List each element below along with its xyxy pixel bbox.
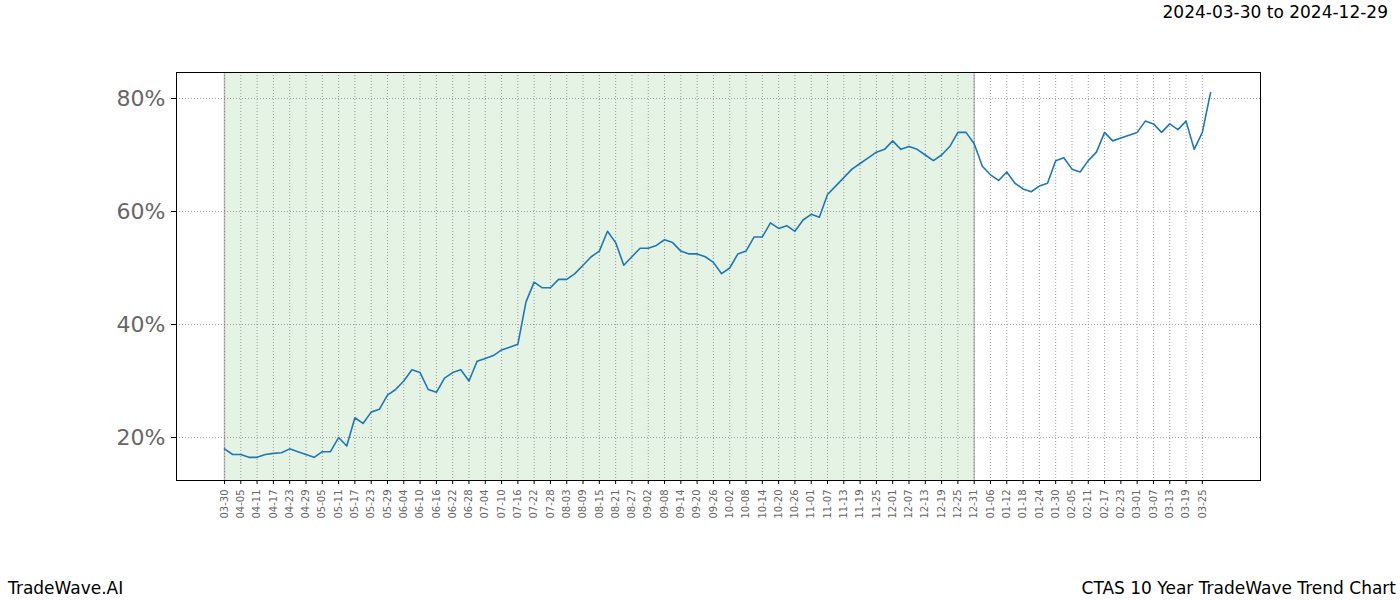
svg-text:09-02: 09-02: [642, 490, 653, 519]
svg-text:09-20: 09-20: [691, 490, 702, 519]
svg-text:09-14: 09-14: [675, 490, 686, 519]
svg-text:01-06: 01-06: [985, 490, 996, 519]
svg-text:11-13: 11-13: [838, 490, 849, 519]
svg-text:12-31: 12-31: [968, 490, 979, 519]
svg-text:10-20: 10-20: [773, 490, 784, 519]
svg-text:11-07: 11-07: [822, 490, 833, 519]
svg-text:03-07: 03-07: [1148, 490, 1159, 519]
svg-text:12-19: 12-19: [936, 490, 947, 519]
svg-text:02-05: 02-05: [1066, 490, 1077, 519]
svg-text:03-13: 03-13: [1164, 490, 1175, 519]
svg-text:06-28: 06-28: [463, 490, 474, 519]
svg-text:02-17: 02-17: [1099, 490, 1110, 519]
svg-text:01-30: 01-30: [1050, 490, 1061, 519]
svg-text:01-24: 01-24: [1034, 490, 1045, 519]
svg-text:03-19: 03-19: [1180, 490, 1191, 519]
svg-text:60%: 60%: [117, 199, 166, 224]
svg-text:05-23: 05-23: [365, 490, 376, 519]
svg-text:12-25: 12-25: [952, 490, 963, 519]
svg-text:10-08: 10-08: [740, 490, 751, 519]
svg-text:06-16: 06-16: [431, 490, 442, 519]
svg-text:11-01: 11-01: [805, 490, 816, 519]
svg-text:08-27: 08-27: [626, 490, 637, 519]
svg-text:09-26: 09-26: [708, 490, 719, 519]
svg-text:05-11: 05-11: [333, 490, 344, 519]
svg-text:02-11: 02-11: [1082, 490, 1093, 519]
svg-text:06-10: 06-10: [414, 490, 425, 519]
svg-text:03-30: 03-30: [219, 490, 230, 519]
svg-text:07-10: 07-10: [496, 490, 507, 519]
svg-text:07-28: 07-28: [545, 490, 556, 519]
svg-text:05-05: 05-05: [316, 490, 327, 519]
svg-text:10-26: 10-26: [789, 490, 800, 519]
svg-text:03-01: 03-01: [1131, 490, 1142, 519]
svg-text:04-11: 04-11: [251, 490, 262, 519]
svg-text:08-15: 08-15: [594, 490, 605, 519]
svg-text:08-09: 08-09: [577, 490, 588, 519]
svg-text:04-23: 04-23: [284, 490, 295, 519]
svg-text:12-01: 12-01: [887, 490, 898, 519]
html-text:TradeWave.AI: TradeWave.AI: [8, 578, 124, 598]
svg-text:80%: 80%: [117, 86, 166, 111]
svg-text:04-29: 04-29: [300, 490, 311, 519]
svg-text:12-13: 12-13: [919, 490, 930, 519]
svg-text:05-29: 05-29: [382, 490, 393, 519]
svg-text:07-22: 07-22: [528, 490, 539, 519]
svg-text:01-18: 01-18: [1017, 490, 1028, 519]
svg-text:08-21: 08-21: [610, 490, 621, 519]
svg-text:11-25: 11-25: [871, 490, 882, 519]
svg-text:12-07: 12-07: [903, 490, 914, 519]
svg-text:11-19: 11-19: [854, 490, 865, 519]
svg-text:10-02: 10-02: [724, 490, 735, 519]
svg-text:08-03: 08-03: [561, 490, 572, 519]
svg-text:04-17: 04-17: [268, 490, 279, 519]
svg-text:10-14: 10-14: [757, 490, 768, 519]
svg-text:40%: 40%: [117, 312, 166, 337]
svg-text:02-23: 02-23: [1115, 490, 1126, 519]
svg-text:07-04: 07-04: [479, 490, 490, 519]
html-text:2024-03-30 to 2024-12-29: 2024-03-30 to 2024-12-29: [1162, 2, 1388, 22]
svg-text:04-05: 04-05: [235, 490, 246, 519]
html-text:CTAS 10 Year TradeWave Trend C: CTAS 10 Year TradeWave Trend Chart: [1081, 578, 1396, 598]
svg-text:09-08: 09-08: [659, 490, 670, 519]
svg-text:05-17: 05-17: [349, 490, 360, 519]
svg-text:06-22: 06-22: [447, 490, 458, 519]
svg-text:03-25: 03-25: [1197, 490, 1208, 519]
svg-text:07-16: 07-16: [512, 490, 523, 519]
svg-text:06-04: 06-04: [398, 490, 409, 519]
svg-text:01-12: 01-12: [1001, 490, 1012, 519]
svg-text:20%: 20%: [117, 425, 166, 450]
